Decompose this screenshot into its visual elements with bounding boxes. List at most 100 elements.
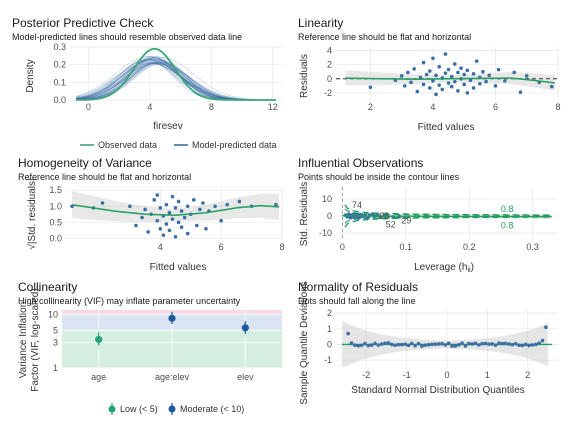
linearity-point	[443, 52, 448, 56]
linearity-ytick: -2	[324, 88, 332, 98]
linearity-point	[446, 67, 451, 72]
homogeneity-point	[167, 228, 172, 233]
homogeneity-ylabel: √|Std. residuals|	[26, 178, 38, 249]
collinearity-xtick: elev	[237, 372, 254, 382]
homogeneity-point	[100, 201, 105, 205]
homogeneity-point	[167, 210, 172, 215]
normality-point	[537, 341, 541, 345]
ppc-observed-line	[76, 47, 276, 101]
ppc-xtick: 8	[209, 102, 214, 112]
normality-point	[500, 341, 505, 346]
normality-xtick: 1	[485, 370, 490, 380]
homogeneity-point	[185, 231, 190, 236]
influential-point-label: 93	[379, 211, 389, 221]
normality-xtick: -1	[403, 370, 411, 380]
collinearity-ticks: 1 3 5 10 age age:elev elev	[48, 309, 254, 382]
influential-ytick: -10	[319, 228, 332, 238]
linearity-point	[421, 60, 426, 65]
legend-low-label: Low (< 5)	[120, 404, 158, 414]
linearity-xtick: 6	[493, 102, 498, 112]
linearity-point	[503, 79, 507, 83]
ppc-xtick: 0	[86, 102, 91, 112]
linearity-point	[449, 84, 454, 89]
ppc-ytick: 0.0	[53, 95, 66, 105]
normality-xtick: 0	[444, 370, 449, 380]
normality-point	[399, 342, 404, 347]
normality-point	[477, 343, 481, 347]
homogeneity-point	[179, 209, 184, 213]
normality-point	[446, 341, 451, 346]
homogeneity-point	[164, 222, 169, 226]
influential-point-label: 29	[401, 215, 411, 225]
homogeneity-point	[158, 206, 163, 210]
linearity-points	[336, 52, 558, 97]
linearity-point	[456, 70, 460, 75]
homogeneity-point	[152, 198, 157, 202]
ppc-title: Posterior Predictive Check	[12, 16, 154, 30]
linearity-point	[399, 74, 404, 78]
ppc-xlabel: firesev	[153, 121, 182, 132]
linearity-xtick: 2	[368, 102, 373, 112]
influential-point-label: 74	[352, 200, 362, 210]
collinearity-ylabel-line1: Variance Inflation	[18, 302, 29, 379]
normality-point	[433, 342, 438, 346]
normality-point	[426, 342, 431, 347]
homogeneity-point	[170, 217, 175, 221]
influential-contour-05	[344, 208, 551, 216]
collinearity-point	[95, 335, 103, 344]
homogeneity-point	[204, 226, 208, 231]
normality-point	[383, 341, 387, 346]
normality-xtick: 2	[525, 370, 530, 380]
homogeneity-point	[191, 198, 196, 202]
linearity-point	[437, 64, 441, 69]
linearity-point	[459, 66, 463, 70]
homogeneity-point	[155, 193, 160, 197]
panel-normality: Normality of Residuals Dots should fall …	[298, 280, 558, 405]
homogeneity-point	[134, 223, 138, 228]
linearity-point	[434, 92, 438, 97]
linearity-point	[428, 86, 432, 90]
linearity-point	[424, 72, 429, 77]
normality-ylabel: Sample Quantile Deviations	[299, 281, 310, 404]
collinearity-ytick: 3	[53, 337, 58, 347]
linearity-point	[478, 81, 482, 86]
normality-point	[517, 343, 521, 348]
influential-contour-08	[344, 216, 551, 228]
collinearity-point	[241, 324, 249, 332]
homogeneity-ytick: 0.0	[49, 233, 62, 243]
homogeneity-point	[158, 226, 163, 231]
normality-ticks: -2 -1 0 1 2 -1 0 1 2	[324, 308, 530, 380]
linearity-point	[465, 68, 470, 73]
ppc-curves	[76, 47, 276, 101]
linearity-point	[496, 67, 501, 72]
homogeneity-ci-band	[72, 191, 279, 223]
normality-point	[403, 342, 407, 346]
normality-point	[487, 342, 491, 346]
collinearity-xtick: age	[91, 372, 106, 382]
normality-point	[423, 343, 428, 347]
normality-point	[466, 341, 471, 346]
linearity-ci-band	[345, 70, 555, 91]
linearity-point	[406, 70, 410, 75]
linearity-xtick: 4	[430, 102, 435, 112]
normality-point	[540, 338, 545, 343]
normality-point	[366, 343, 371, 348]
homogeneity-point	[143, 207, 147, 212]
linearity-xlabel: Fitted values	[418, 122, 475, 133]
influential-ytick: 0	[327, 211, 332, 221]
normality-point	[440, 341, 444, 346]
influential-point-label: 52	[386, 220, 396, 230]
linearity-point	[415, 89, 420, 94]
homogeneity-xtick: 8	[279, 242, 284, 252]
homogeneity-point	[146, 230, 150, 234]
homogeneity-ticks: 4 6 8 0.0 0.5 1.0 1.5	[49, 185, 284, 252]
linearity-point	[465, 91, 470, 95]
normality-point	[490, 342, 495, 346]
panel-linearity: Linearity Reference line should be flat …	[298, 16, 561, 133]
influential-xtick: 0.1	[400, 242, 413, 252]
linearity-point	[456, 89, 460, 93]
normality-point	[470, 342, 474, 346]
linearity-point	[449, 74, 454, 79]
